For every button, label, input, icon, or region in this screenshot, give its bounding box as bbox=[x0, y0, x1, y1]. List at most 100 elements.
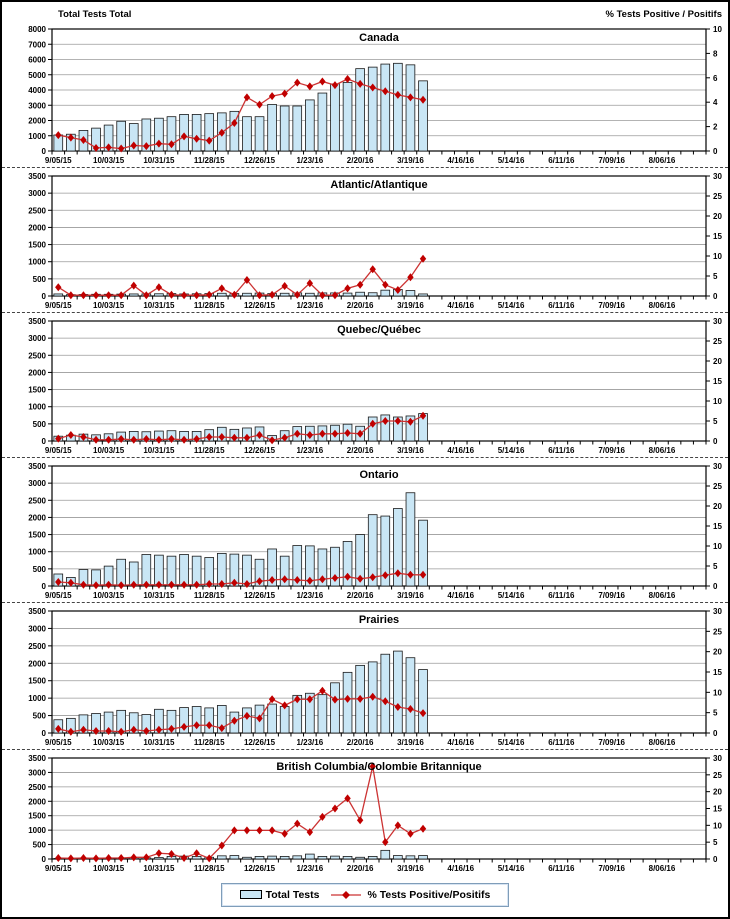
bar-total-tests bbox=[355, 856, 365, 860]
percent-positive-marker bbox=[256, 577, 263, 586]
bar-total-tests bbox=[279, 555, 290, 587]
right-tick-label: 10 bbox=[713, 397, 722, 406]
bar-total-tests bbox=[317, 694, 328, 734]
right-tick-label: 15 bbox=[713, 377, 722, 386]
x-tick-label: 12/26/15 bbox=[244, 738, 276, 747]
right-tick-label: 15 bbox=[713, 668, 722, 677]
bar-total-tests bbox=[154, 293, 164, 297]
left-tick-label: 2000 bbox=[28, 659, 46, 668]
x-tick-label: 12/26/15 bbox=[244, 864, 276, 873]
left-tick-label: 500 bbox=[33, 565, 47, 574]
bar-total-tests bbox=[154, 857, 164, 860]
left-tick-label: 3500 bbox=[28, 317, 46, 326]
percent-positive-marker bbox=[394, 702, 402, 711]
left-tick-label: 0 bbox=[42, 292, 47, 301]
right-tick-label: 10 bbox=[713, 688, 722, 697]
x-tick-label: 7/09/16 bbox=[598, 864, 625, 873]
percent-positive-marker bbox=[80, 291, 87, 300]
left-tick-label: 3500 bbox=[28, 607, 46, 616]
percent-positive-marker bbox=[281, 89, 288, 98]
x-tick-label: 10/03/15 bbox=[93, 156, 125, 165]
percent-positive-marker bbox=[419, 824, 427, 833]
percent-positive-marker bbox=[407, 417, 414, 426]
percent-positive-marker bbox=[55, 724, 62, 733]
x-tick-label: 9/05/15 bbox=[45, 738, 72, 747]
bar-total-tests bbox=[229, 855, 240, 860]
bar-total-tests bbox=[418, 293, 428, 297]
left-tick-label: 1000 bbox=[28, 548, 46, 557]
percent-positive-marker bbox=[92, 291, 100, 300]
right-tick-label: 0 bbox=[713, 855, 718, 864]
percent-positive-marker bbox=[92, 143, 100, 152]
bar-total-tests bbox=[242, 292, 252, 297]
percent-positive-marker bbox=[382, 417, 389, 425]
bar-total-tests bbox=[229, 110, 240, 152]
bar-total-tests bbox=[330, 855, 340, 860]
percent-positive-marker bbox=[268, 826, 276, 835]
percent-positive-marker bbox=[105, 435, 112, 444]
bar-total-tests bbox=[342, 292, 353, 297]
x-tick-label: 7/09/16 bbox=[598, 446, 625, 455]
chart-panel-british-columbia: 0 500 1000 1500 2000 2500 3000 3500 0 5 10 15 20 25 30… bbox=[2, 749, 728, 875]
percent-positive-marker bbox=[369, 83, 376, 92]
bar-total-tests bbox=[405, 855, 416, 860]
right-tick-label: 4 bbox=[713, 98, 718, 107]
right-tick-label: 20 bbox=[713, 648, 722, 657]
percent-positive-marker bbox=[231, 118, 238, 127]
percent-positive-marker bbox=[344, 284, 351, 293]
x-tick-label: 3/19/16 bbox=[397, 446, 424, 455]
legend-percent-positive-label: % Tests Positive/Positifs bbox=[367, 888, 491, 901]
chart-quebec: 0 500 1000 1500 2000 2500 3000 3500 0 5 10 15 20 25 30… bbox=[28, 317, 722, 455]
bar-total-tests bbox=[242, 116, 252, 152]
right-tick-label: 15 bbox=[713, 522, 722, 531]
percent-positive-marker bbox=[117, 727, 125, 736]
x-tick-label: 6/11/16 bbox=[548, 864, 575, 873]
bar-total-tests bbox=[267, 855, 277, 860]
bar-total-tests bbox=[128, 293, 139, 297]
right-tick-label: 10 bbox=[713, 252, 722, 261]
right-tick-label: 25 bbox=[713, 627, 722, 636]
x-tick-label: 10/31/15 bbox=[143, 738, 175, 747]
right-tick-label: 5 bbox=[713, 272, 718, 281]
percent-positive-marker bbox=[331, 291, 339, 300]
percent-positive-marker bbox=[294, 290, 301, 299]
percent-positive-marker bbox=[243, 711, 251, 720]
left-tick-label: 1500 bbox=[28, 812, 46, 821]
x-tick-label: 2/20/16 bbox=[347, 738, 374, 747]
x-tick-label: 11/28/15 bbox=[194, 864, 225, 873]
bar-total-tests bbox=[405, 415, 416, 442]
x-tick-label: 4/16/16 bbox=[447, 864, 474, 873]
bar-total-tests bbox=[305, 853, 315, 860]
left-tick-label: 2000 bbox=[28, 797, 46, 806]
bar-total-tests bbox=[53, 293, 64, 297]
bar-total-tests bbox=[317, 856, 328, 860]
percent-positive-marker bbox=[143, 142, 150, 151]
percent-positive-marker bbox=[168, 435, 175, 443]
percent-positive-marker bbox=[168, 724, 175, 733]
bar-total-tests bbox=[292, 105, 303, 152]
left-tick-label: 3500 bbox=[28, 754, 46, 763]
x-tick-label: 2/20/16 bbox=[347, 446, 374, 455]
left-tick-label: 1500 bbox=[28, 386, 46, 395]
percent-positive-marker bbox=[206, 854, 213, 863]
bar-total-tests bbox=[405, 657, 416, 734]
percent-positive-marker bbox=[143, 853, 150, 862]
chart-british-columbia: 0 500 1000 1500 2000 2500 3000 3500 0 5 10 15 20 25 30… bbox=[28, 754, 722, 873]
percent-positive-marker bbox=[143, 291, 150, 300]
left-tick-label: 3000 bbox=[28, 479, 46, 488]
bar-total-tests bbox=[128, 123, 139, 152]
left-tick-label: 3000 bbox=[28, 334, 46, 343]
bar-total-tests bbox=[393, 650, 403, 734]
percent-positive-marker bbox=[143, 580, 150, 589]
x-tick-label: 5/14/16 bbox=[498, 301, 525, 310]
percent-positive-marker bbox=[231, 433, 238, 442]
percent-positive-marker bbox=[130, 141, 137, 150]
percent-positive-marker bbox=[256, 291, 263, 300]
x-tick-label: 6/11/16 bbox=[548, 446, 575, 455]
percent-positive-marker bbox=[268, 290, 276, 299]
x-tick-label: 10/31/15 bbox=[143, 591, 175, 600]
percent-positive-marker bbox=[80, 853, 87, 862]
bar-total-tests bbox=[393, 855, 403, 860]
bar-total-tests bbox=[405, 290, 416, 297]
plot-border bbox=[51, 757, 707, 860]
